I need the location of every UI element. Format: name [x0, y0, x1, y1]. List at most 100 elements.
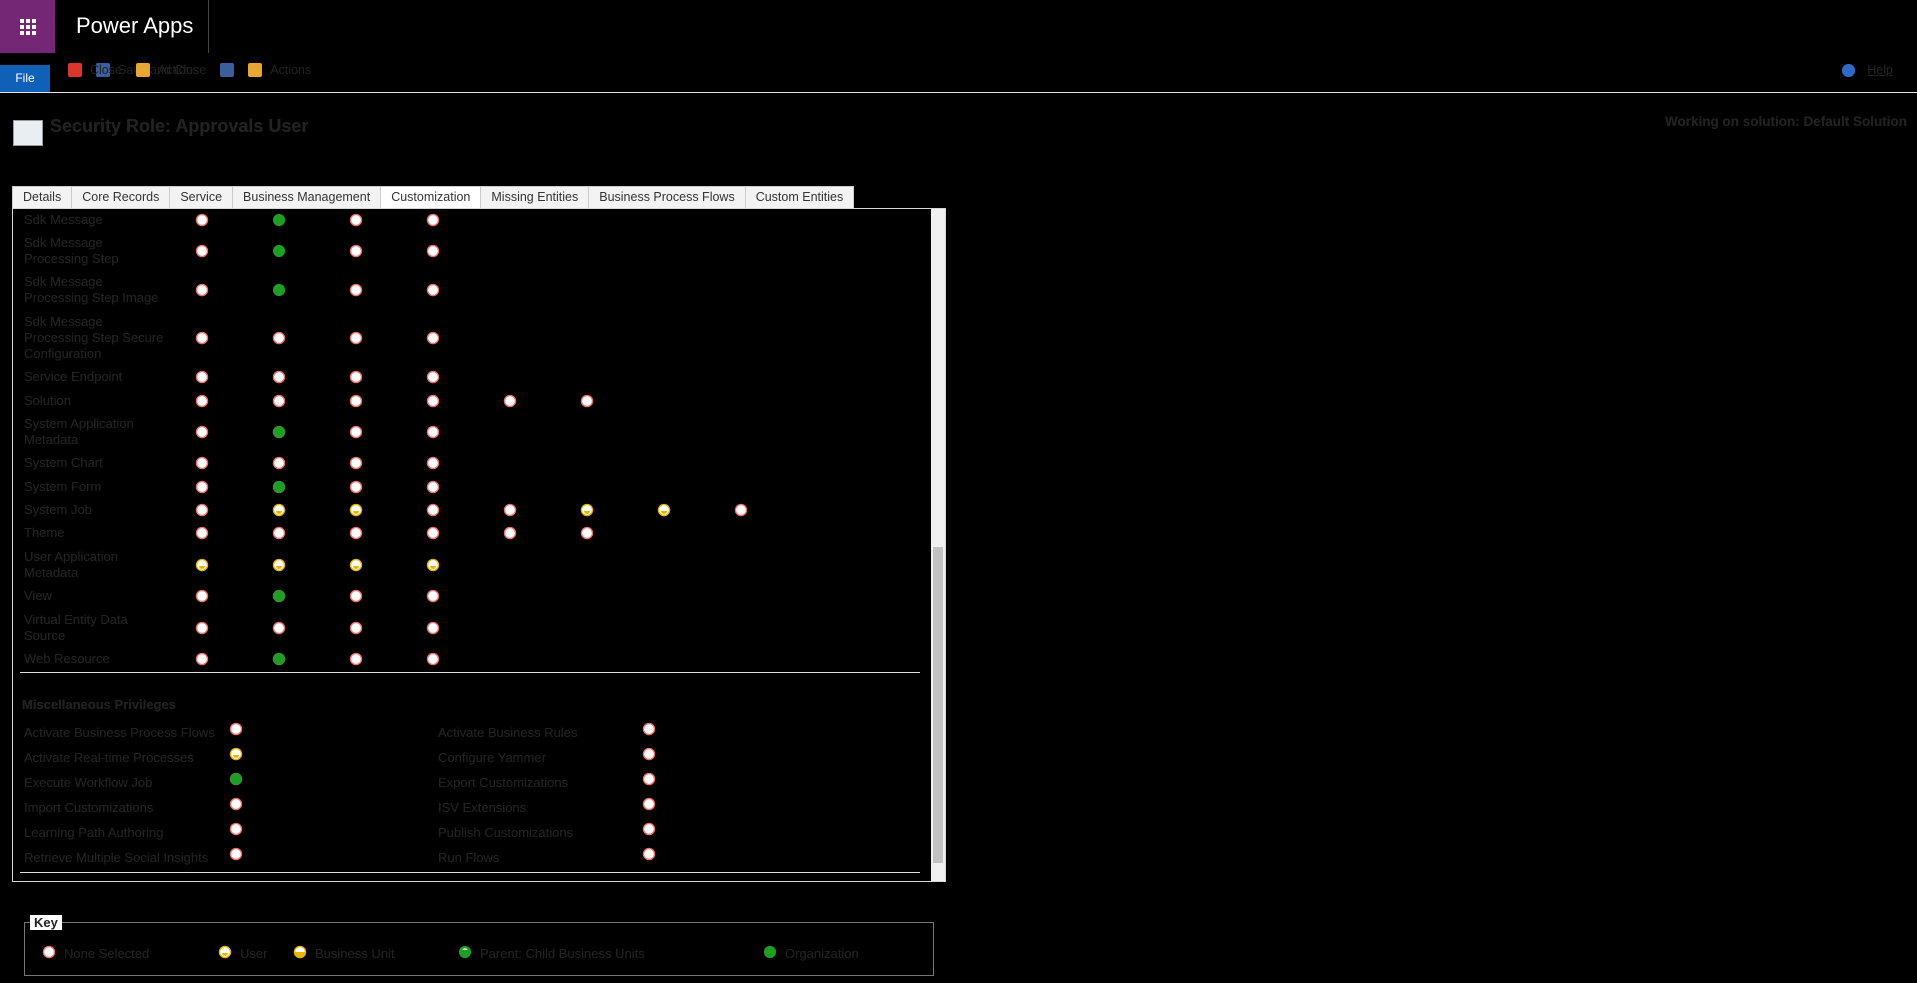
- privilege-name: Configure Yammer: [438, 750, 546, 765]
- tab[interactable]: Custom Entities: [744, 186, 855, 208]
- privilege-icon: [272, 558, 286, 571]
- privilege-icon: [349, 480, 363, 493]
- help-button[interactable]: Help: [1867, 63, 1893, 77]
- entity-name: Solution: [24, 392, 71, 408]
- tab[interactable]: Missing Entities: [480, 186, 590, 208]
- page-title: Security Role: Approvals User: [50, 116, 309, 136]
- privilege-icon: [642, 747, 656, 761]
- button-icon: [248, 63, 263, 77]
- privilege-icon: [272, 527, 286, 540]
- privilege-icon: [272, 371, 286, 384]
- entity-row: System Application Metadata: [0, 412, 930, 451]
- entity-name: User Application Metadata: [24, 548, 118, 580]
- entity-row: User Application Metadata: [0, 545, 930, 584]
- privilege-icon: [426, 558, 440, 571]
- privilege-name: ISV Extensions: [438, 800, 527, 815]
- privilege-icon: [349, 371, 363, 384]
- privilege-icon: [642, 722, 656, 736]
- privilege-icon: [273, 590, 285, 603]
- privilege-icon: [349, 558, 363, 571]
- entity-list: Sdk Message Sdk Message Processing Step Sd…: [0, 208, 930, 671]
- entity-name: Virtual Entity Data Source: [24, 611, 128, 643]
- tab[interactable]: Service: [169, 186, 234, 208]
- privilege-icon: [426, 394, 440, 407]
- privilege-icon: [657, 503, 671, 517]
- entity-row: Sdk Message: [0, 208, 930, 231]
- privilege-name: Publish Customizations: [438, 825, 574, 840]
- key-label: User: [240, 946, 268, 961]
- privilege-icon: [272, 621, 286, 634]
- privilege-name: Import Customizations: [24, 800, 154, 815]
- privilege-icon: [272, 457, 286, 470]
- save-icon[interactable]: [220, 63, 235, 77]
- tab[interactable]: Details: [12, 186, 73, 208]
- privilege-name: Execute Workflow Job: [24, 775, 153, 790]
- entity-name: Theme: [24, 525, 65, 541]
- privilege-icon: [349, 652, 363, 666]
- help-button[interactable]: Help: [1867, 63, 1893, 77]
- key-label: Organization: [785, 946, 859, 961]
- privilege-icon: [273, 284, 285, 297]
- privilege-icon: [195, 558, 209, 571]
- privilege-icon: [349, 527, 363, 540]
- privilege-icon: [426, 371, 440, 384]
- privilege-name: Activate Business Rules: [438, 725, 578, 740]
- privilege-icon: [349, 503, 363, 517]
- tab[interactable]: Core Records: [71, 186, 171, 208]
- privilege-name: Run Flows: [438, 850, 500, 865]
- entity-name: System Application Metadata: [24, 415, 134, 447]
- privilege-icon: [229, 797, 243, 811]
- key-label: Business Unit: [315, 946, 395, 961]
- entity-name: Sdk Message Processing Step: [24, 235, 119, 267]
- privilege-icon: [642, 847, 656, 861]
- toolbar-button[interactable]: Actions: [157, 63, 199, 77]
- privilege-icon: [42, 945, 56, 959]
- key-label: None Selected: [64, 946, 150, 961]
- privilege-icon: [272, 503, 286, 517]
- privilege-icon: [580, 527, 594, 540]
- privilege-icon: [503, 394, 517, 407]
- privilege-icon: [272, 394, 286, 407]
- tab[interactable]: Business Process Flows: [588, 186, 746, 208]
- entity-name: Service Endpoint: [24, 369, 123, 385]
- privilege-icon: [273, 652, 285, 665]
- privilege-icon: [503, 503, 517, 517]
- launcher-dot: [20, 25, 24, 29]
- privilege-icon: [426, 457, 440, 470]
- tab[interactable]: Customization: [380, 186, 482, 209]
- privilege-icon: [273, 480, 285, 493]
- app-launcher[interactable]: [0, 0, 55, 53]
- entity-row: System Form: [0, 475, 930, 498]
- entity-row: Solution: [0, 389, 930, 412]
- privilege-name: Retrieve Multiple Social Insights: [24, 850, 209, 865]
- toolbar-button[interactable]: Close: [90, 63, 122, 77]
- help-icon: [1842, 64, 1855, 77]
- launcher-dot: [26, 31, 30, 35]
- privilege-icon: [195, 503, 209, 517]
- privilege-icon: [349, 244, 363, 258]
- privilege-name: Activate Real-time Processes: [24, 750, 194, 765]
- privilege-icon: [195, 480, 209, 493]
- entity-name: System Chart: [24, 455, 103, 471]
- toolbar-button[interactable]: Actions: [270, 63, 312, 77]
- scroll-thumb[interactable]: [933, 547, 943, 863]
- privilege-icon: [349, 621, 363, 634]
- file-button[interactable]: File: [0, 65, 50, 92]
- privilege-icon: [229, 847, 243, 861]
- entity-name: Web Resource: [24, 650, 110, 666]
- button-icon: [68, 63, 82, 77]
- privilege-icon: [349, 284, 363, 297]
- privilege-icon: [642, 772, 656, 786]
- tab[interactable]: Business Management: [232, 186, 382, 208]
- privilege-icon: [580, 503, 594, 517]
- privilege-icon: [349, 394, 363, 407]
- privilege-icon: [229, 747, 243, 761]
- privilege-icon: [195, 457, 209, 470]
- entity-name: Sdk Message Processing Step Secure Confi…: [24, 313, 164, 361]
- privilege-icon: [503, 527, 517, 540]
- privilege-icon: [459, 946, 471, 958]
- separator: [208, 0, 209, 53]
- entity-row: Virtual Entity Data Source: [0, 608, 930, 647]
- entity-name: System Form: [24, 478, 102, 494]
